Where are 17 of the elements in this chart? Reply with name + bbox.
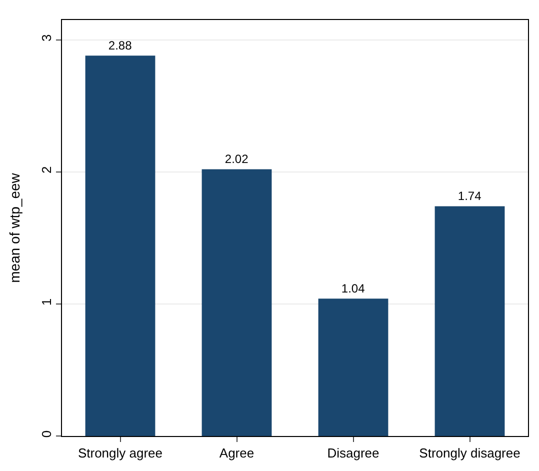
bar [202, 169, 272, 436]
bar [434, 206, 505, 436]
x-tick-label: Disagree [327, 446, 380, 461]
y-axis-title: mean of wtp_eew [6, 172, 22, 283]
y-tick-label: 0 [38, 430, 54, 438]
bar [85, 56, 156, 436]
data-label: 2.88 [108, 38, 132, 53]
x-tick-label: Strongly disagree [419, 446, 520, 461]
x-tick-label: Strongly agree [78, 446, 163, 461]
y-tick-label: 3 [38, 34, 54, 42]
y-tick-label: 1 [38, 298, 54, 306]
data-label: 1.74 [458, 189, 482, 204]
data-label: 1.04 [341, 282, 366, 296]
y-tick-label: 2 [38, 166, 54, 174]
x-tick-label: Agree [219, 446, 254, 461]
data-label: 2.02 [224, 152, 249, 166]
bar [318, 298, 388, 436]
